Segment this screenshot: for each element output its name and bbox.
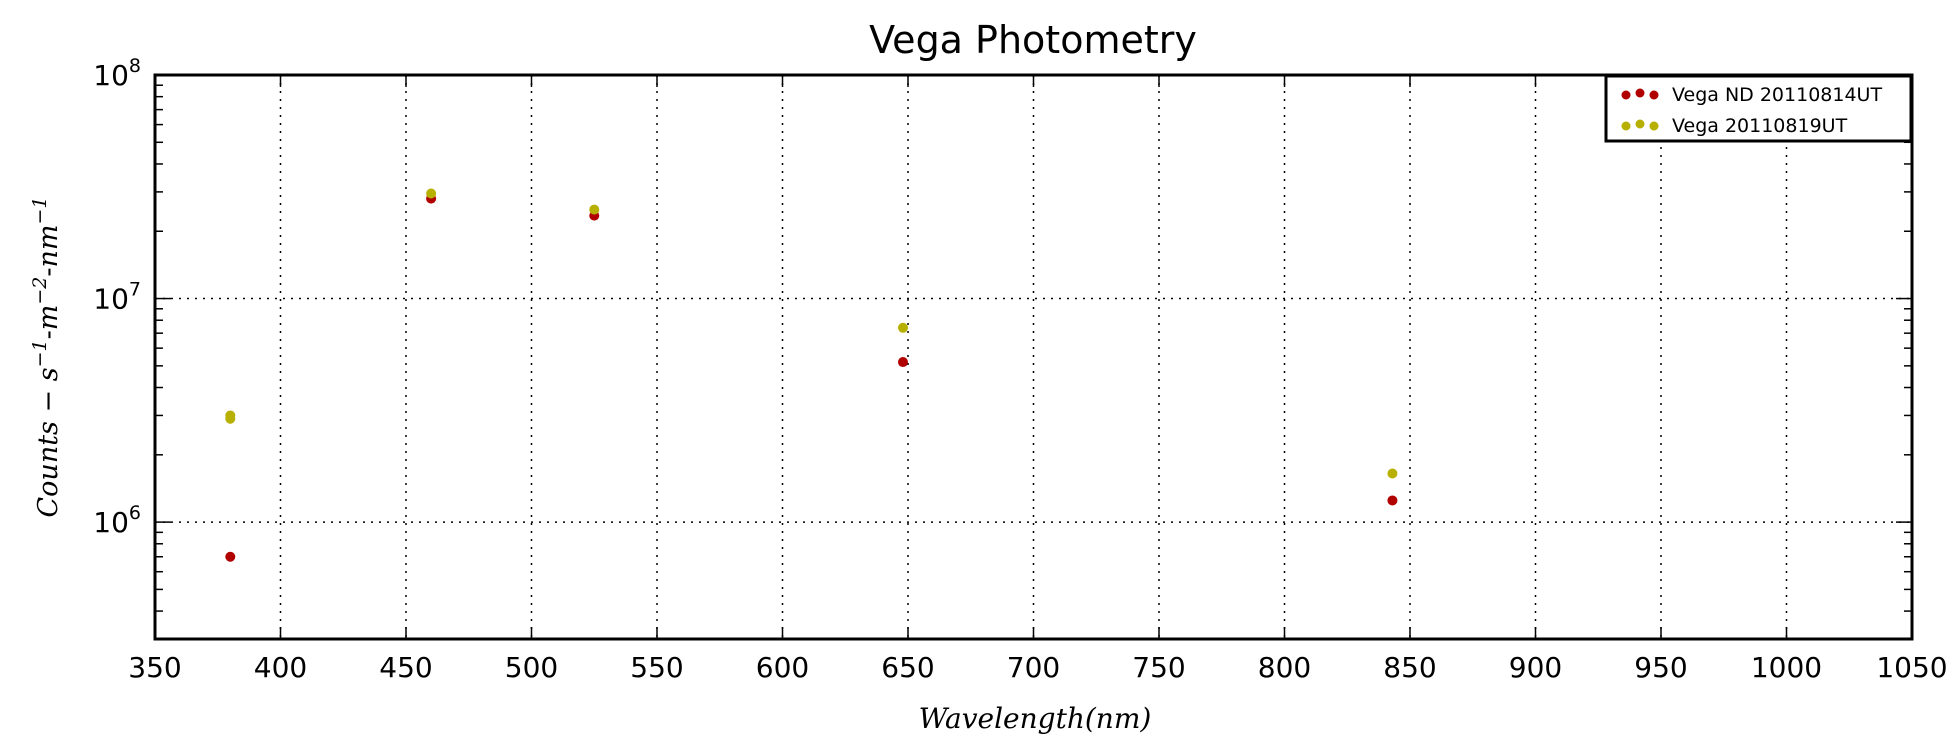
y-tick-labels: 106 107 108 [93, 55, 141, 539]
x-tick-label: 550 [630, 651, 683, 684]
legend-marker [1635, 88, 1645, 98]
data-point-series-2 [1387, 468, 1398, 479]
x-tick-label: 1050 [1876, 651, 1947, 684]
data-point-series-2 [426, 188, 437, 199]
grid-lines [155, 75, 1912, 639]
data-point-series-2 [589, 204, 600, 215]
legend-label: Vega ND 20110814UT [1672, 84, 1882, 106]
x-tick-label: 800 [1258, 651, 1311, 684]
x-tick-label: 900 [1509, 651, 1562, 684]
y-axis-label: Counts − s−1-m−2-nm−1 [29, 197, 64, 518]
data-points [225, 188, 1398, 562]
legend-box [1604, 74, 1913, 143]
legend-marker [1635, 119, 1645, 129]
x-tick-label: 950 [1634, 651, 1687, 684]
data-point-series-2 [225, 413, 236, 424]
data-point-series-1 [225, 551, 236, 562]
x-tick-label: 400 [254, 651, 307, 684]
x-tick-labels: 350 400 450 500 550 600 650 700 750 800 850 900 950 1… [128, 651, 1947, 684]
y-tick-label: 107 [93, 279, 141, 316]
chart-title: Vega Photometry [869, 18, 1197, 62]
data-point-series-1 [1387, 495, 1398, 506]
x-tick-label: 650 [881, 651, 934, 684]
y-axis-label-text: Counts − s−1-m−2-nm−1 [29, 197, 64, 518]
x-tick-label: 350 [128, 651, 181, 684]
legend-marker [1621, 121, 1631, 131]
y-tick-label: 108 [93, 55, 141, 92]
x-tick-label: 600 [756, 651, 809, 684]
legend-marker [1621, 90, 1631, 100]
y-tick-label: 106 [93, 502, 141, 539]
x-tick-label: 750 [1132, 651, 1185, 684]
x-tick-label: 700 [1007, 651, 1060, 684]
legend-label: Vega 20110819UT [1672, 115, 1848, 137]
data-point-series-1 [897, 357, 908, 368]
legend: Vega ND 20110814UT Vega 20110819UT [1604, 74, 1913, 143]
x-tick-label: 450 [379, 651, 432, 684]
x-axis-label: Wavelength(nm) [919, 702, 1152, 735]
axis-ticks [154, 74, 1913, 640]
x-tick-label: 850 [1383, 651, 1436, 684]
x-tick-label: 500 [505, 651, 558, 684]
plot-frame [153, 73, 1914, 641]
legend-marker [1649, 90, 1659, 100]
x-tick-label: 1000 [1751, 651, 1822, 684]
data-point-series-2 [897, 322, 908, 333]
legend-marker [1649, 121, 1659, 131]
